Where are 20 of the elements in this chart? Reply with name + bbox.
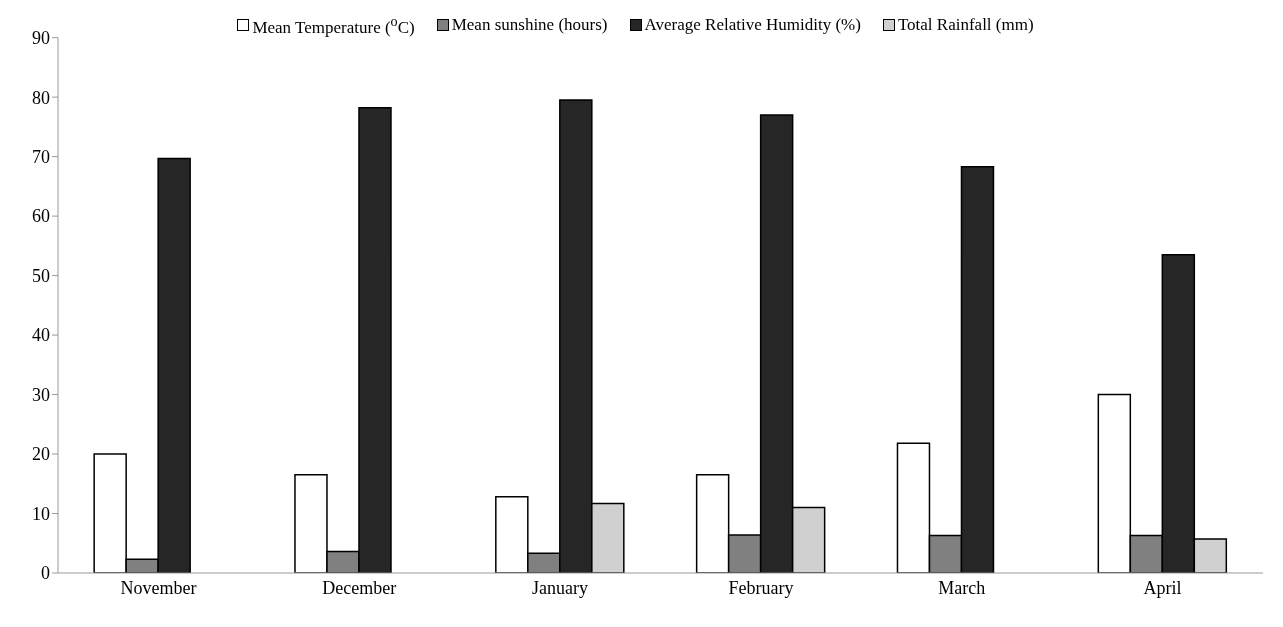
legend-label: Total Rainfall (mm) — [897, 15, 1034, 36]
y-tick-label: 0 — [41, 563, 50, 584]
y-tick-label: 60 — [32, 206, 50, 227]
x-tick-label: February — [728, 577, 794, 598]
legend-label: Average Relative Humidity (%) — [644, 15, 861, 36]
x-tick-label: November — [120, 577, 197, 598]
legend-label: Mean sunshine (hours) — [451, 15, 608, 36]
y-tick-label: 30 — [32, 384, 50, 405]
y-tick-label: 40 — [32, 325, 50, 346]
y-tick-label: 20 — [32, 444, 50, 465]
y-tick-label: 70 — [32, 147, 50, 168]
x-tick-label: April — [1143, 577, 1182, 598]
legend-label: Mean Temperature ($^{o}$C) — [252, 13, 415, 38]
y-tick-label: 90 — [32, 28, 50, 49]
y-tick-label: 50 — [32, 265, 50, 286]
x-tick-label: January — [532, 577, 589, 598]
x-tick-label: March — [938, 577, 986, 598]
x-tick-label: December — [322, 577, 397, 598]
y-tick-label: 80 — [32, 87, 50, 108]
y-tick-label: 10 — [32, 503, 50, 524]
